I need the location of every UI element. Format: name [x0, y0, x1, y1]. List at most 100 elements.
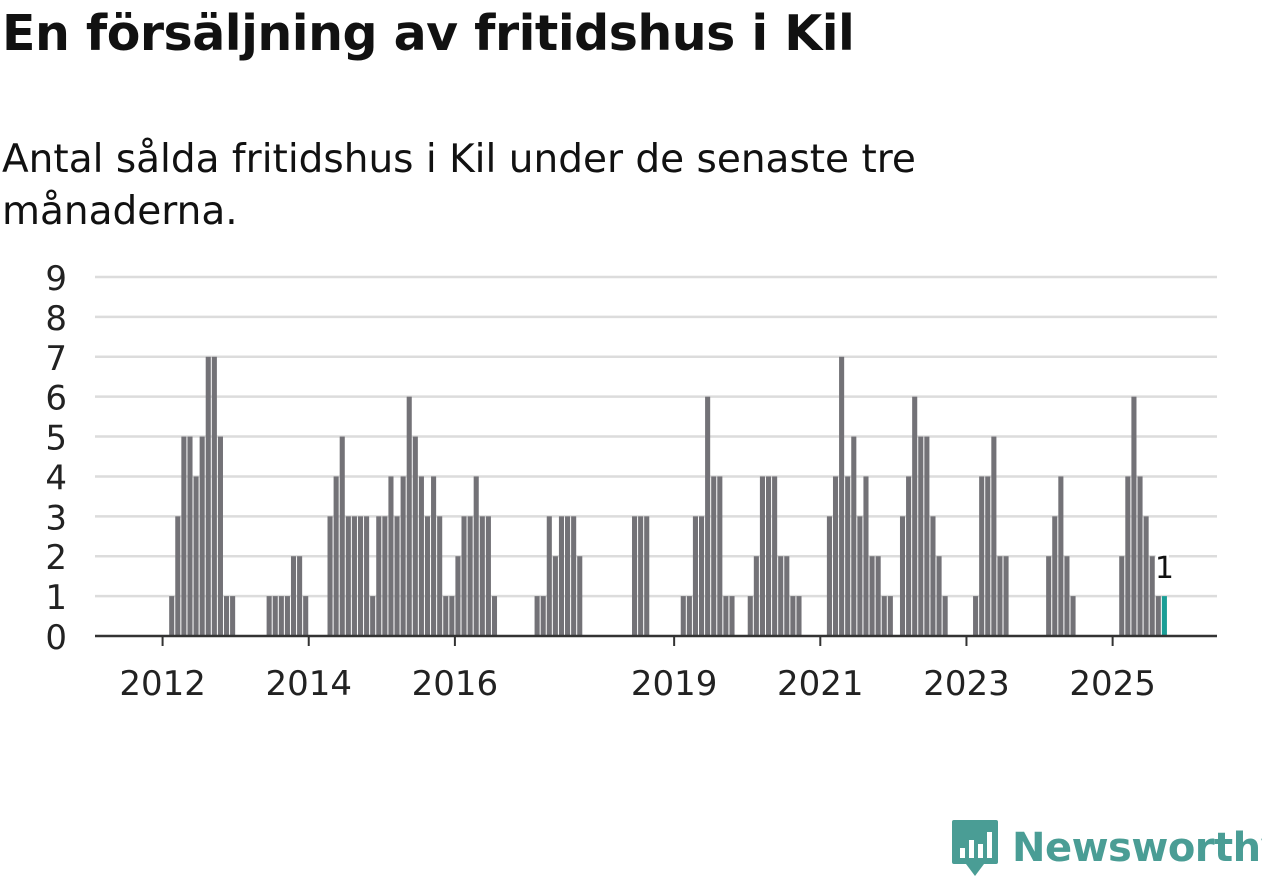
- bar: [364, 516, 370, 636]
- bar: [388, 476, 394, 636]
- y-tick-label: 4: [45, 458, 67, 498]
- y-tick-label: 0: [45, 618, 67, 658]
- bar: [552, 556, 558, 636]
- bar: [1064, 556, 1070, 636]
- bar: [1143, 516, 1149, 636]
- bar: [382, 516, 388, 636]
- bar: [546, 516, 552, 636]
- bar: [747, 596, 753, 636]
- y-tick-label: 9: [45, 259, 67, 299]
- bar: [400, 476, 406, 636]
- x-tick-label: 2023: [923, 664, 1010, 704]
- x-tick-label: 2016: [412, 664, 499, 704]
- bar: [193, 476, 199, 636]
- bar: [290, 556, 297, 636]
- y-tick-label: 7: [45, 339, 67, 379]
- bar: [1149, 556, 1155, 636]
- bar: [991, 436, 997, 636]
- bar: [851, 436, 857, 636]
- x-tick-label: 2021: [777, 664, 864, 704]
- bar: [759, 476, 765, 636]
- bar: [455, 556, 461, 636]
- bar: [534, 596, 540, 636]
- bar: [1070, 596, 1076, 636]
- bar: [899, 516, 906, 636]
- bar: [772, 476, 778, 636]
- x-tick-label: 2014: [265, 664, 352, 704]
- bar: [930, 516, 936, 636]
- bar: [869, 556, 875, 636]
- bar: [997, 556, 1003, 636]
- bar: [339, 436, 345, 636]
- bar: [211, 356, 217, 636]
- bar: [1046, 556, 1052, 636]
- bar: [412, 436, 418, 636]
- bar: [723, 596, 729, 636]
- bar: [1058, 476, 1064, 636]
- bar: [638, 516, 644, 636]
- bar: [686, 596, 692, 636]
- bar: [558, 516, 565, 636]
- bar: [485, 516, 491, 636]
- bar: [303, 596, 309, 636]
- bar: [357, 516, 364, 636]
- bar: [333, 476, 339, 636]
- gridlines: [95, 275, 1217, 598]
- bar: [370, 596, 376, 636]
- bar: [406, 396, 412, 636]
- bar: [473, 476, 479, 636]
- bar: [376, 516, 382, 636]
- bar: [979, 476, 985, 636]
- bar: [278, 596, 284, 636]
- bar: [327, 516, 333, 636]
- bar: [187, 436, 193, 636]
- bar: [942, 596, 948, 636]
- bar: [924, 436, 930, 636]
- bar: [1003, 556, 1009, 636]
- bar: [1125, 476, 1131, 636]
- y-tick-label: 1: [45, 578, 67, 618]
- y-tick-label: 5: [45, 419, 67, 459]
- bar: [577, 556, 583, 636]
- bar: [345, 516, 351, 636]
- bar: [418, 476, 424, 636]
- bar: [1155, 596, 1161, 636]
- bar: [1119, 556, 1125, 636]
- bar: [1052, 516, 1058, 636]
- bar: [887, 596, 893, 636]
- bar: [205, 356, 211, 636]
- bar: [181, 436, 187, 636]
- bar: [906, 476, 912, 636]
- bars: [169, 356, 1167, 636]
- bar: [467, 516, 473, 636]
- bar: [753, 556, 759, 636]
- bar: [217, 436, 223, 636]
- bar: [918, 436, 924, 636]
- newsworthy-logo: Newsworthy: [950, 818, 1262, 878]
- y-tick-label: 6: [45, 379, 67, 419]
- bar: [832, 476, 839, 636]
- bar: [297, 556, 303, 636]
- bar: [680, 596, 686, 636]
- bar: [839, 356, 845, 636]
- bar: [985, 476, 991, 636]
- bar: [461, 516, 467, 636]
- bar: [431, 476, 437, 636]
- bar: [449, 596, 455, 636]
- bar: [266, 596, 272, 636]
- y-tick-label: 3: [45, 498, 67, 538]
- bar: [784, 556, 790, 636]
- y-tick-label: 2: [45, 538, 67, 578]
- x-tick-label: 2012: [119, 664, 206, 704]
- bar: [199, 436, 205, 636]
- bar: [973, 596, 979, 636]
- data-labels: 1: [1152, 549, 1176, 589]
- bar: [857, 516, 863, 636]
- bar: [692, 516, 698, 636]
- bar: [644, 516, 650, 636]
- bar: [169, 596, 175, 636]
- bar: [272, 596, 278, 636]
- bar: [394, 516, 400, 636]
- bar: [765, 476, 772, 636]
